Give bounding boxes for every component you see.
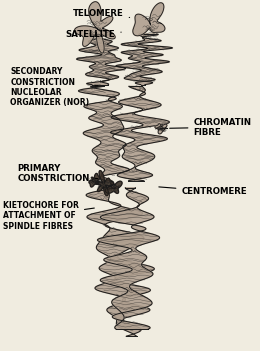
Text: PRIMARY
CONSTRICTION: PRIMARY CONSTRICTION [18,164,98,184]
Text: CENTROMERE: CENTROMERE [159,187,247,196]
Polygon shape [96,171,114,196]
Text: SECONDARY
CONSTRICTION
NUCLEOLAR
ORGANIZER (NOR): SECONDARY CONSTRICTION NUCLEOLAR ORGANIZ… [10,67,98,107]
Polygon shape [98,188,160,329]
Text: CHROMATIN
FIBRE: CHROMATIN FIBRE [170,118,251,137]
Polygon shape [105,181,122,193]
Polygon shape [110,86,170,181]
Polygon shape [89,173,100,187]
Polygon shape [79,86,129,181]
Polygon shape [155,124,167,134]
Text: TELOMERE: TELOMERE [73,9,129,18]
Polygon shape [76,34,126,85]
Polygon shape [75,2,115,53]
Text: KIETOCHORE FOR
ATTACHMENT OF
SPINDLE FIBRES: KIETOCHORE FOR ATTACHMENT OF SPINDLE FIB… [3,201,94,231]
Polygon shape [116,34,172,85]
Text: SATELLITE: SATELLITE [66,31,121,39]
Polygon shape [86,188,154,336]
Polygon shape [133,3,165,36]
